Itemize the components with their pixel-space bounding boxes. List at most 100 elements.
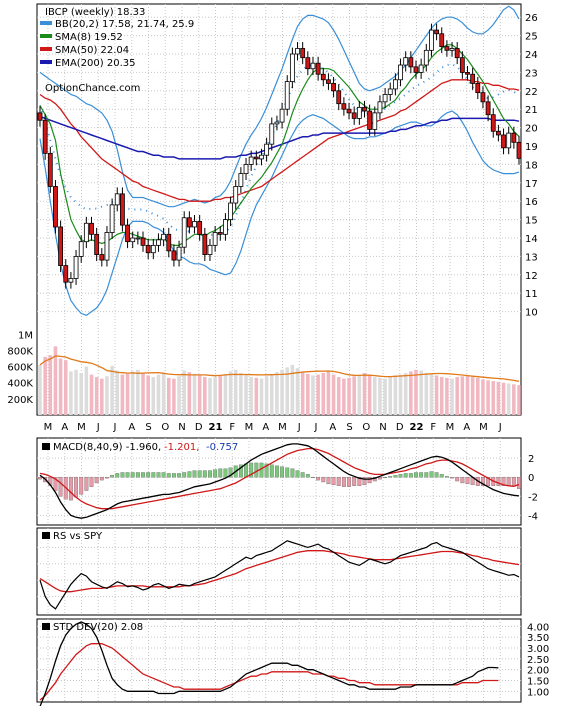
bb-upper-line bbox=[39, 5, 520, 208]
candle-body bbox=[68, 278, 74, 283]
volume-tick-label: 200K bbox=[7, 395, 33, 406]
macd-hist-bar bbox=[444, 476, 449, 478]
volume-bar bbox=[336, 377, 341, 415]
volume-bar bbox=[203, 377, 207, 415]
macd-legend-swatch bbox=[42, 443, 50, 450]
macd-hist-bar bbox=[269, 464, 274, 478]
volume-bar bbox=[249, 377, 253, 415]
candle-body bbox=[300, 48, 306, 59]
rs-ma-line bbox=[39, 550, 520, 593]
sma50-line bbox=[39, 79, 520, 202]
volume-bar bbox=[115, 370, 120, 415]
macd-panel-frame bbox=[36, 437, 522, 526]
month-label: M bbox=[278, 422, 287, 433]
volume-bar bbox=[192, 373, 197, 415]
candle-body bbox=[253, 156, 259, 160]
volume-bar bbox=[172, 378, 176, 415]
macd-hist-bar bbox=[341, 477, 346, 487]
macd-label: MACD(8,40,9) -1.960, bbox=[53, 442, 161, 453]
candle-body bbox=[223, 219, 228, 235]
volume-bar bbox=[414, 369, 418, 415]
macd-hist-bar bbox=[223, 468, 228, 478]
watermark: OptionChance.com bbox=[45, 83, 140, 94]
price-tick-label: 23 bbox=[525, 68, 538, 79]
macd-hist-bar bbox=[408, 473, 413, 478]
month-label: M bbox=[44, 422, 53, 433]
legend-swatch bbox=[40, 34, 52, 38]
legend-swatch bbox=[40, 60, 52, 64]
candle-body bbox=[83, 222, 89, 243]
std-tick-label: 2.00 bbox=[527, 666, 549, 677]
candle-body bbox=[459, 57, 465, 73]
month-label: M bbox=[245, 422, 254, 433]
candle-body bbox=[99, 254, 105, 261]
volume-bar bbox=[352, 376, 356, 415]
volume-bar bbox=[486, 380, 490, 415]
volume-bar bbox=[326, 371, 331, 415]
macd-line bbox=[39, 443, 520, 519]
macd-hist-bar bbox=[264, 463, 269, 478]
volume-bar bbox=[476, 377, 480, 415]
macd-hist-bar bbox=[367, 477, 372, 484]
month-label: S bbox=[346, 422, 352, 433]
macd-hist-value: -0.757 bbox=[206, 442, 238, 453]
volume-bar bbox=[223, 373, 228, 415]
candle-body bbox=[202, 233, 208, 255]
candle-body bbox=[413, 66, 419, 73]
macd-hist-bar bbox=[68, 477, 73, 501]
month-label: J bbox=[113, 422, 117, 433]
macd-hist-bar bbox=[506, 477, 511, 486]
volume-bar bbox=[151, 377, 156, 415]
month-label: A bbox=[128, 422, 135, 433]
macd-signal-line bbox=[39, 447, 520, 510]
candle-body bbox=[511, 132, 517, 143]
candle-body bbox=[89, 222, 94, 235]
macd-panel: 2 0 -2 -4 MACD(8,40,9) -1.960, -1.201, -0.7… bbox=[36, 437, 538, 526]
candle-body bbox=[104, 232, 110, 261]
price-tick-label: 20 bbox=[525, 124, 538, 135]
volume-bar bbox=[269, 374, 274, 415]
price-tick-label: 15 bbox=[525, 216, 538, 227]
rs-label: RS vs SPY bbox=[53, 531, 103, 542]
month-label: A bbox=[262, 422, 269, 433]
candle-body bbox=[387, 88, 393, 95]
macd-signal-value: -1.201, bbox=[164, 442, 199, 453]
rs-panel-frame bbox=[36, 527, 522, 616]
legend-label: BB(20,2) 17.58, 21.74, 25.9 bbox=[55, 19, 194, 30]
volume-bar bbox=[388, 377, 393, 415]
volume-bar bbox=[357, 374, 362, 415]
candle-body bbox=[37, 112, 43, 121]
macd-hist-bar bbox=[455, 477, 460, 482]
volume-bar bbox=[450, 378, 454, 415]
price-tick-label: 13 bbox=[525, 252, 538, 263]
macd-hist-bar bbox=[182, 472, 187, 478]
month-label: M bbox=[446, 422, 455, 433]
volume-bar bbox=[74, 369, 78, 415]
volume-bar bbox=[100, 378, 104, 415]
macd-hist-bar bbox=[517, 477, 521, 489]
rs-line bbox=[39, 540, 520, 610]
macd-hist-bar bbox=[321, 477, 326, 483]
candle-body bbox=[94, 233, 100, 255]
volume-bar bbox=[233, 369, 238, 415]
std-lines bbox=[39, 621, 499, 707]
candle-body bbox=[156, 239, 161, 246]
std-axis-ticks: 4.003.503.002.502.001.501.00 bbox=[527, 622, 549, 698]
price-lines bbox=[37, 5, 522, 316]
macd-hist-bar bbox=[74, 477, 78, 498]
macd-hist-bar bbox=[187, 471, 192, 478]
candle-body bbox=[495, 130, 501, 136]
volume-bar bbox=[239, 373, 243, 415]
macd-hist-bar bbox=[388, 476, 393, 478]
macd-hist-bar bbox=[53, 477, 58, 491]
macd-hist-bar bbox=[393, 475, 398, 478]
candle-body bbox=[320, 73, 326, 81]
price-tick-label: 24 bbox=[525, 50, 538, 61]
volume-bar bbox=[501, 382, 506, 415]
rs-panel: RS vs SPY bbox=[36, 527, 522, 616]
candle-body bbox=[310, 62, 316, 70]
macd-hist-bar bbox=[434, 472, 439, 478]
volume-bars bbox=[38, 346, 521, 415]
candle-body bbox=[490, 114, 496, 132]
candle-body bbox=[336, 90, 342, 105]
